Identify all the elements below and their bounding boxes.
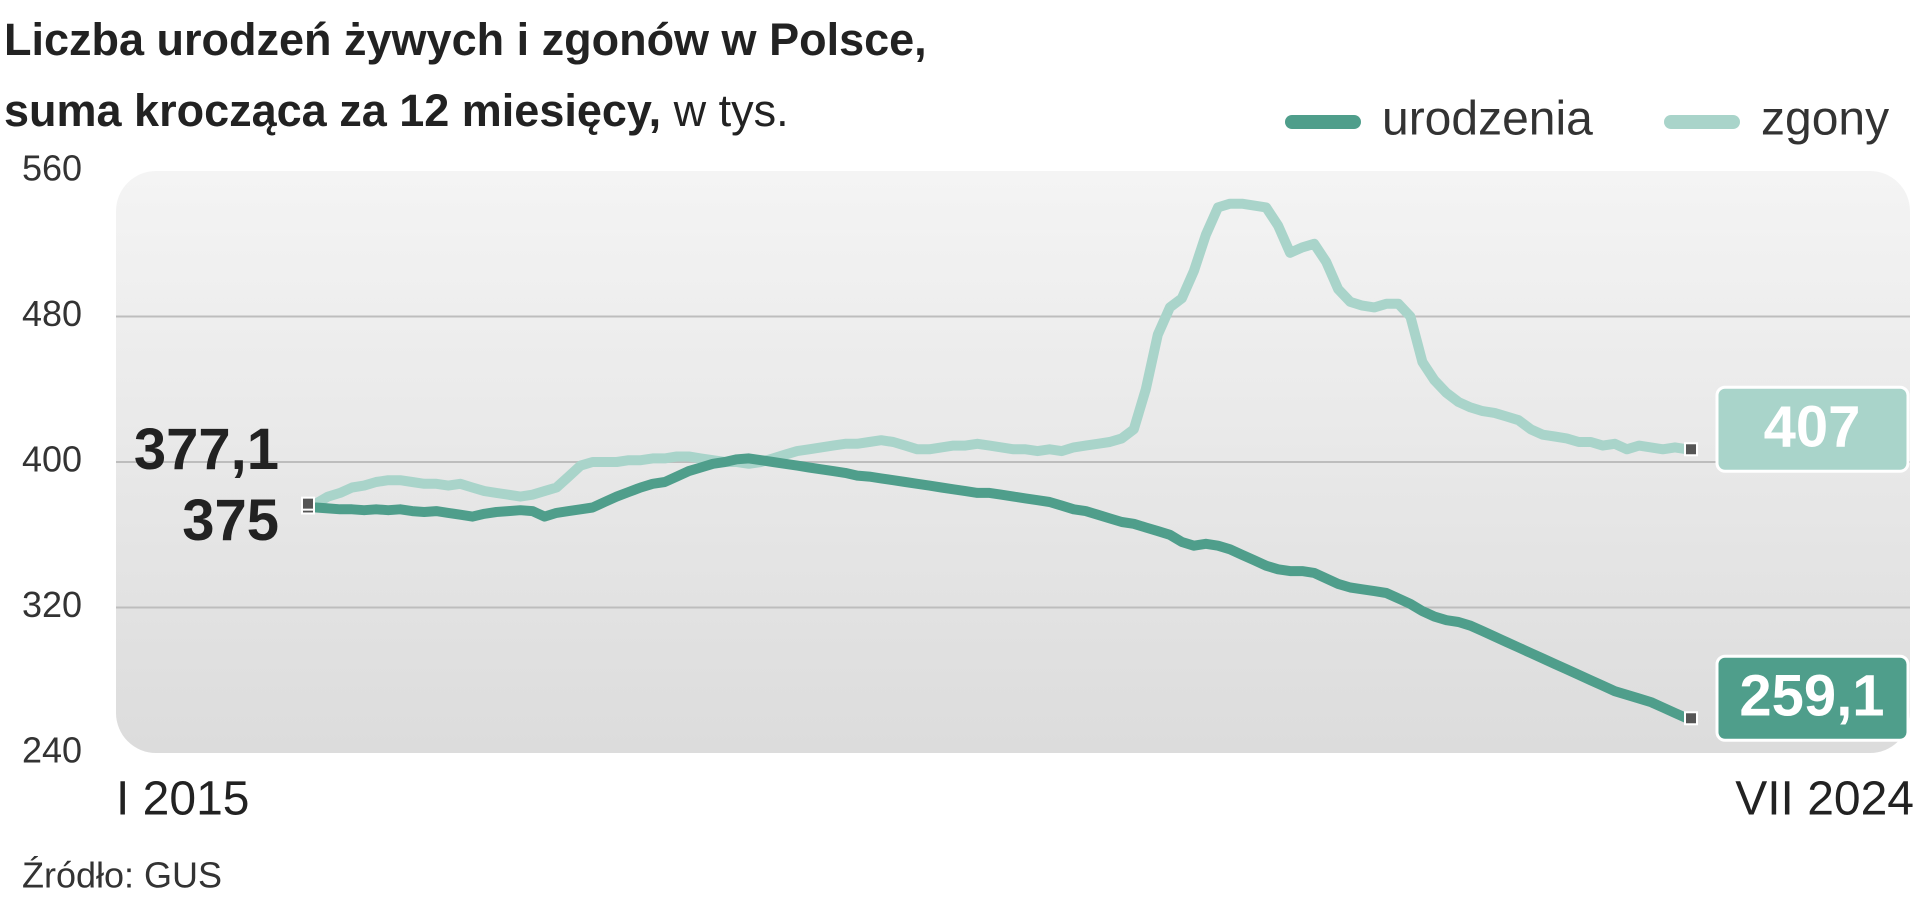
value-label: 375: [182, 488, 279, 553]
end-marker: [1684, 442, 1698, 457]
x-tick-label: I 2015: [116, 773, 249, 826]
value-label: 377,1: [134, 417, 279, 482]
unit: w tys.: [673, 85, 789, 136]
y-tick-label: 400: [22, 439, 82, 480]
value-label-box: [1715, 654, 1910, 742]
end-marker: [1684, 711, 1698, 726]
y-tick-label: 320: [22, 584, 82, 625]
value-label-box: [1715, 385, 1910, 473]
chart-title: Liczba urodzeń żywych i zgonów w Polsce,: [4, 14, 927, 65]
series-line: [311, 453, 1692, 724]
y-tick-label: 560: [22, 148, 82, 189]
value-label: 407: [1764, 395, 1861, 460]
x-tick-label: VII 2024: [1735, 773, 1914, 826]
source: Źródło: GUS: [22, 855, 222, 896]
value-label: 259,1: [1739, 664, 1884, 729]
y-tick-label: 480: [22, 293, 82, 334]
series-line: [311, 198, 1692, 509]
legend-label: urodzenia: [1382, 93, 1593, 146]
end-marker: [301, 496, 315, 511]
legend-label: zgony: [1761, 93, 1889, 146]
subtitle: suma krocząca za 12 miesięcy,: [4, 85, 661, 136]
y-tick-label: 240: [22, 730, 82, 771]
chart-subtitle: suma krocząca za 12 miesięcy, w tys.: [4, 85, 789, 136]
